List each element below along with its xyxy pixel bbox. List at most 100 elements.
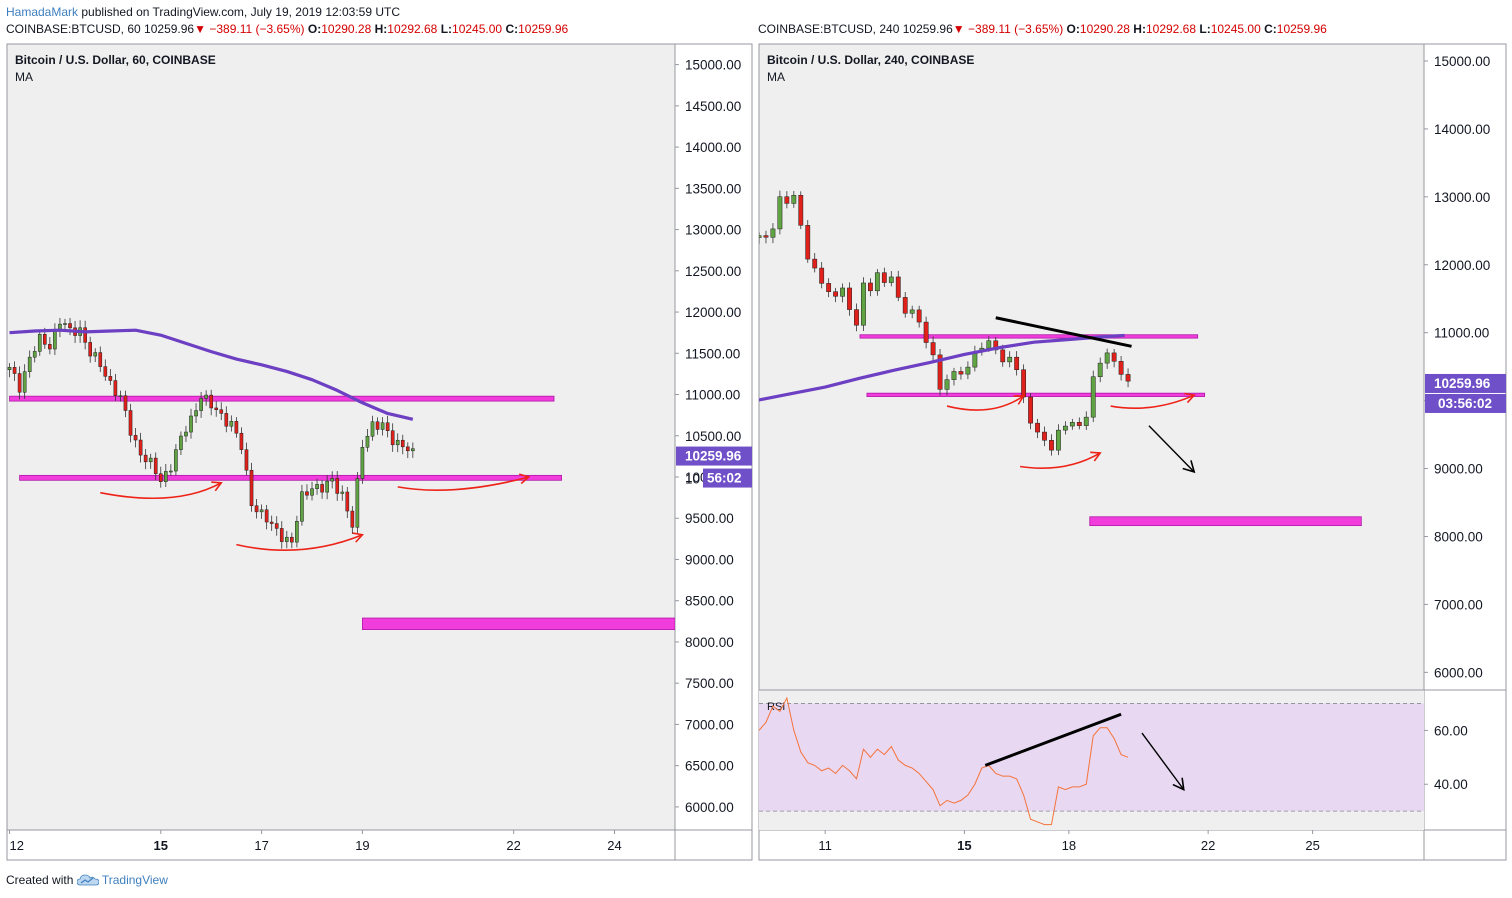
candle-up [777, 196, 783, 230]
candle-up [1007, 356, 1013, 363]
candle-down [763, 235, 769, 238]
y-tick-label: 7500.00 [685, 676, 734, 691]
candle-down [264, 509, 269, 523]
candle-down [1014, 356, 1020, 370]
support-resistance-zone [866, 392, 1206, 397]
candle-up [37, 334, 42, 352]
candle-down [234, 421, 239, 434]
candle-down [219, 409, 224, 414]
candle-down [833, 291, 839, 297]
candle-down [42, 334, 47, 345]
candle-up [118, 395, 123, 397]
plot-area [759, 190, 1362, 527]
candle-up [22, 371, 27, 393]
candle-down [868, 282, 873, 292]
publish-info: published on TradingView.com, July 19, 2… [81, 5, 401, 19]
candle-up [861, 282, 866, 326]
left-high: 10292.68 [387, 22, 438, 36]
chart-left-60min[interactable]: 15000.00 14500.00 14000.00 13500.00 13000.00… [0, 0, 756, 866]
x-tick-label: 22 [506, 838, 520, 853]
red-arrow-head [352, 532, 365, 543]
candle-up [27, 356, 32, 372]
candle-up [986, 340, 992, 349]
red-curve-arrow [1020, 452, 1101, 469]
candle-up [7, 367, 12, 371]
left-c-label: C: [505, 22, 519, 36]
right-symbol: COINBASE:BTCUSD, 240 [758, 22, 900, 36]
red-curve-arrow [236, 533, 363, 551]
candle-up [163, 471, 168, 482]
right-open: 10290.28 [1079, 22, 1130, 36]
candle-down [930, 342, 936, 356]
candle-up [93, 352, 98, 357]
footer-brand[interactable]: TradingView [101, 873, 168, 887]
y-tick-label: 15000.00 [1434, 54, 1490, 69]
y-tick-label: 6000.00 [1434, 665, 1483, 680]
red-curve-arrow [946, 395, 1025, 411]
author-name[interactable]: HamadaMark [6, 5, 79, 19]
countdown-tag [703, 468, 752, 488]
y-tick-label: 14000.00 [1434, 122, 1490, 137]
candle-up [909, 309, 915, 314]
candle-up [1090, 376, 1096, 418]
candle-down [385, 422, 390, 431]
candle-down [390, 430, 395, 446]
candle-down [847, 287, 852, 310]
candle-down [209, 394, 213, 409]
candle-up [770, 228, 776, 238]
candle-down [350, 510, 355, 528]
left-o-label: O: [307, 22, 322, 36]
candle-down [138, 439, 143, 456]
y-tick-label: 12000.00 [685, 305, 741, 320]
last-price-value: 10259.96 [1434, 376, 1491, 391]
y-tick-label: 9000.00 [1434, 462, 1483, 477]
countdown-tag [1425, 393, 1506, 413]
chart-right-240min[interactable]: 15000.00 14000.00 13000.00 12000.00 11000.00… [756, 0, 1512, 866]
red-curve-arrow [100, 482, 222, 499]
y-tick-label: 11000.00 [685, 388, 740, 403]
left-symbol: COINBASE:BTCUSD, 60 [6, 22, 141, 36]
candle-up [259, 509, 264, 513]
candle-up [944, 379, 950, 390]
candle-down [133, 435, 138, 441]
y-tick-label: 9000.00 [685, 552, 734, 567]
candle-up [199, 398, 203, 411]
candle-down [1035, 422, 1040, 433]
x-tick-label: 19 [355, 838, 369, 853]
support-resistance-zone [362, 617, 675, 630]
candle-down [158, 473, 163, 482]
y-tick-label: 8500.00 [685, 594, 734, 609]
candle-up [194, 410, 198, 417]
y-tick-label: 14500.00 [685, 99, 741, 114]
candle-up [204, 394, 208, 399]
x-tick-label: 25 [1305, 838, 1319, 853]
x-tick-label: 15 [154, 838, 168, 853]
candle-up [295, 520, 299, 543]
left-quote-line: COINBASE:BTCUSD, 60 10259.96▼ −389.11 (−… [6, 22, 568, 36]
candle-up [325, 480, 329, 493]
candle-up [360, 447, 365, 479]
red-arrow-head [211, 481, 223, 492]
right-quote-line: COINBASE:BTCUSD, 240 10259.96▼ −389.11 (… [758, 22, 1327, 36]
left-change: −389.11 (−3.65%) [209, 22, 305, 36]
last-price-value: 10259.96 [685, 449, 742, 464]
candle-down [48, 344, 52, 350]
support-resistance-zone [1089, 516, 1362, 527]
price-pane-background [759, 44, 1424, 690]
left-h-label: H: [374, 22, 388, 36]
candle-down [153, 457, 158, 474]
candle-down [1076, 422, 1082, 426]
candle-up [888, 276, 894, 283]
candle-up [380, 422, 385, 430]
support-resistance-zone [859, 334, 1199, 339]
rsi-y-tick-label: 40.00 [1434, 777, 1468, 792]
y-tick-label: 13000.00 [685, 223, 741, 238]
candle-down [375, 421, 380, 430]
candle-down [1000, 349, 1006, 363]
x-tick-label: 17 [254, 838, 268, 853]
candle-up [1083, 416, 1089, 426]
candle-up [370, 421, 375, 437]
x-tick-label: 18 [1062, 838, 1076, 853]
rsi-band [759, 703, 1424, 812]
bar-countdown: 03:56:02 [1438, 396, 1492, 411]
